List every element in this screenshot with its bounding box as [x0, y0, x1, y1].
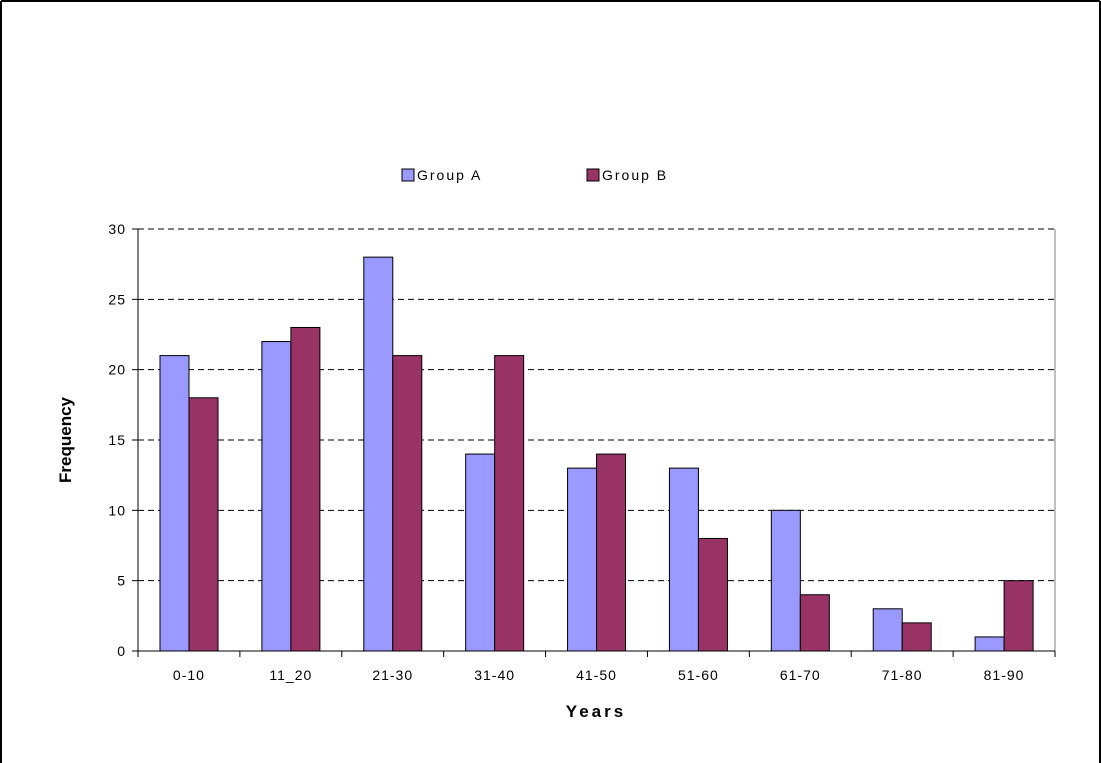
bar-group-a-71-80	[872, 608, 903, 652]
x-tick-label: 11_20	[269, 667, 312, 683]
bar-group-a-31-40	[465, 453, 496, 652]
legend-label-group-b: Group B	[602, 167, 668, 183]
x-tick-label: 41-50	[576, 667, 617, 683]
bar-group-a-41-50	[567, 467, 598, 652]
bar-group-a-0-10	[159, 355, 190, 652]
bar-group-b-31-40	[494, 355, 525, 652]
y-axis-title: Frequency	[56, 396, 75, 483]
x-tick-labels: 0-10 11_20 21-30 31-40 41-50 51-60 61-70 71-80 8…	[173, 667, 1025, 683]
axes	[132, 228, 1056, 657]
y-tick-label: 0	[117, 643, 126, 659]
bar-group-a-81-90	[974, 636, 1005, 652]
x-tick-label: 61-70	[780, 667, 821, 683]
x-tick-label: 21-30	[372, 667, 413, 683]
y-tick-labels: 0 5 10 15 20 25 30	[108, 221, 126, 659]
bar-group-b-41-50	[596, 453, 627, 652]
legend-label-group-a: Group A	[417, 167, 482, 183]
x-tick-label: 51-60	[678, 667, 719, 683]
x-tick-label: 71-80	[882, 667, 923, 683]
bar-group-b-51-60	[697, 537, 728, 652]
bar-group-a-51-60	[668, 467, 699, 652]
legend-swatch-group-b	[586, 168, 600, 182]
y-tick-label: 15	[108, 432, 126, 448]
y-tick-label: 25	[108, 291, 126, 307]
bar-group-a-21-30	[363, 256, 394, 652]
legend: Group A Group B	[401, 167, 668, 183]
bar-group-b-11_20	[290, 326, 321, 652]
bar-group-b-0-10	[188, 397, 219, 652]
x-tick-label: 81-90	[984, 667, 1025, 683]
legend-swatch-group-a	[401, 168, 415, 182]
bar-group-b-81-90	[1003, 580, 1034, 652]
bar-group-a-61-70	[770, 509, 801, 652]
bar-group-b-61-70	[799, 594, 830, 652]
x-tick-label: 31-40	[474, 667, 515, 683]
bar-group-b-21-30	[392, 355, 423, 652]
y-tick-label: 5	[117, 573, 126, 589]
y-tick-label: 20	[108, 362, 126, 378]
x-axis-title: Years	[566, 702, 626, 721]
bars	[159, 256, 1034, 652]
bar-group-b-71-80	[901, 622, 932, 652]
bar-group-a-11_20	[261, 341, 292, 652]
y-tick-label: 30	[108, 221, 126, 237]
x-tick-label: 0-10	[173, 667, 205, 683]
y-tick-label: 10	[108, 502, 126, 518]
